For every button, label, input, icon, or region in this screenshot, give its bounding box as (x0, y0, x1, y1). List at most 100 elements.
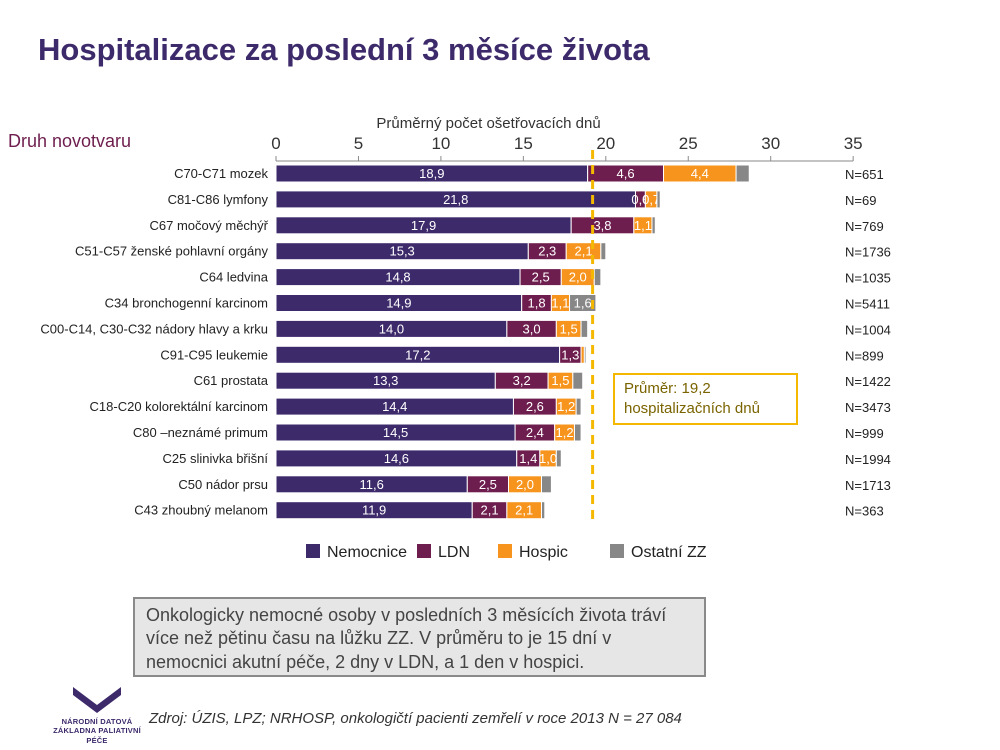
bar-segment (600, 242, 607, 261)
bar-value-label: 2,3 (538, 244, 556, 259)
bar-value-label: 2,5 (479, 477, 497, 492)
bar-value-label: 4,6 (617, 166, 635, 181)
category-label: C80 –neznámé primum (133, 425, 268, 440)
x-tick-label: 0 (271, 134, 280, 153)
bar-value-label: 14,8 (385, 270, 410, 285)
count-label: N=899 (845, 348, 884, 363)
bar-segment (569, 294, 597, 312)
legend-label: Hospic (519, 544, 568, 561)
category-label: C50 nádor prsu (178, 477, 268, 492)
bar-value-label: 3,8 (593, 218, 611, 233)
y-axis-title: Druh novotvaru (8, 131, 131, 151)
bar-segment (572, 371, 584, 390)
count-label: N=1713 (845, 478, 891, 493)
count-label: N=69 (845, 193, 876, 208)
logo: NÁRODNÍ DATOVÁ ZÁKLADNA PALIATIVNÍ PÉČE (42, 683, 152, 745)
source-note: Zdroj: ÚZIS, LPZ; NRHOSP, onkologičtí pa… (149, 710, 682, 727)
bar-value-label: 1,1 (634, 218, 652, 233)
category-label: C64 ledvina (199, 270, 268, 285)
bar-value-label: 18,9 (419, 166, 444, 181)
category-label: C61 prostata (194, 373, 269, 388)
legend-label: Nemocnice (327, 544, 407, 561)
bar-segment (593, 268, 602, 287)
bar-value-label: 1,0 (539, 451, 557, 466)
count-label: N=651 (845, 167, 884, 182)
bar-segment (573, 423, 582, 442)
bar-value-label: 1,8 (528, 296, 546, 311)
bar-value-label: 2,0 (569, 270, 587, 285)
category-label: C00-C14, C30-C32 nádory hlavy a krku (40, 321, 268, 336)
bar-value-label: 1,2 (556, 425, 574, 440)
bar-value-label: 3,2 (513, 373, 531, 388)
count-label: N=999 (845, 426, 884, 441)
bar-value-label: 17,2 (405, 347, 430, 362)
bar-value-label: 14,5 (383, 425, 408, 440)
bar-value-label: 1,6 (574, 296, 592, 311)
bar-value-label: 2,4 (526, 425, 544, 440)
logo-text: NÁRODNÍ DATOVÁ ZÁKLADNA PALIATIVNÍ PÉČE (53, 717, 141, 745)
legend-swatch (610, 544, 624, 558)
bar-value-label: 2,1 (515, 503, 533, 518)
bar-value-label: 1,1 (551, 296, 569, 311)
category-label: C43 zhoubný melanom (134, 503, 268, 518)
bird-chevron-icon (73, 687, 121, 713)
bar-value-label: 14,0 (379, 321, 404, 336)
bar-value-label: 2,0 (516, 477, 534, 492)
bar-value-label: 11,6 (359, 477, 383, 492)
summary-note: Onkologicky nemocné osoby v posledních 3… (133, 597, 706, 677)
bar-segment (735, 164, 750, 183)
category-label: C51-C57 ženské pohlavní orgány (75, 244, 268, 259)
page-title: Hospitalizace za poslední 3 měsíce život… (38, 32, 650, 67)
category-label: C81-C86 lymfony (168, 192, 269, 207)
count-label: N=1736 (845, 245, 891, 260)
x-tick-label: 35 (844, 134, 863, 153)
bar-value-label: 14,6 (384, 451, 409, 466)
legend-swatch (498, 544, 512, 558)
category-label: C70-C71 mozek (174, 166, 268, 181)
count-label: N=5411 (845, 297, 890, 312)
stacked-bar-chart: Průměrný počet ošetřovacích dnů Druh novo… (8, 115, 891, 561)
count-label: N=1422 (845, 374, 891, 389)
count-label: N=3473 (845, 400, 891, 415)
bar-value-label: 21,8 (443, 192, 468, 207)
bar-segment (540, 475, 552, 494)
category-label: C25 slinivka břišní (163, 451, 269, 466)
category-label: C34 bronchogenní karcinom (105, 296, 268, 311)
bar-value-label: 1,2 (557, 399, 575, 414)
bar-segment (580, 319, 589, 338)
count-label: N=1035 (845, 271, 891, 286)
bar-value-label: 3,0 (523, 321, 541, 336)
bar-value-label: 11,9 (362, 503, 386, 518)
bar-segment (555, 449, 562, 468)
bar-value-label: 0,7 (642, 192, 660, 207)
bar-value-label: 1,3 (561, 347, 579, 362)
bar-value-label: 2,1 (481, 503, 499, 518)
count-label: N=1994 (845, 452, 891, 467)
x-axis-title: Průměrný počet ošetřovacích dnů (376, 115, 600, 132)
bar-segment (583, 345, 587, 364)
legend-swatch (306, 544, 320, 558)
bar-segment (651, 216, 656, 235)
count-label: N=363 (845, 504, 884, 519)
count-label: N=1004 (845, 322, 891, 337)
bar-value-label: 17,9 (411, 218, 436, 233)
bar-segment (575, 397, 582, 416)
bar-value-label: 1,5 (551, 373, 569, 388)
legend-swatch (417, 544, 431, 558)
bar-segment (656, 190, 661, 209)
category-label: C91-C95 leukemie (160, 347, 268, 362)
category-label: C18-C20 kolorektální karcinom (90, 399, 268, 414)
category-label: C67 močový měchýř (150, 218, 269, 233)
count-label: N=769 (845, 219, 884, 234)
legend-label: Ostatní ZZ (631, 544, 707, 561)
bar-value-label: 2,1 (574, 244, 592, 259)
mean-annotation-line2: hospitalizačních dnů (624, 400, 760, 417)
mean-annotation-line1: Průměr: 19,2 (624, 380, 711, 397)
x-tick-label: 20 (596, 134, 615, 153)
x-tick-label: 10 (431, 134, 450, 153)
bar-value-label: 14,4 (382, 399, 407, 414)
bar-value-label: 4,4 (691, 166, 709, 181)
bar-value-label: 1,5 (560, 321, 578, 336)
bar-value-label: 2,6 (526, 399, 544, 414)
mean-annotation-box (613, 373, 798, 425)
